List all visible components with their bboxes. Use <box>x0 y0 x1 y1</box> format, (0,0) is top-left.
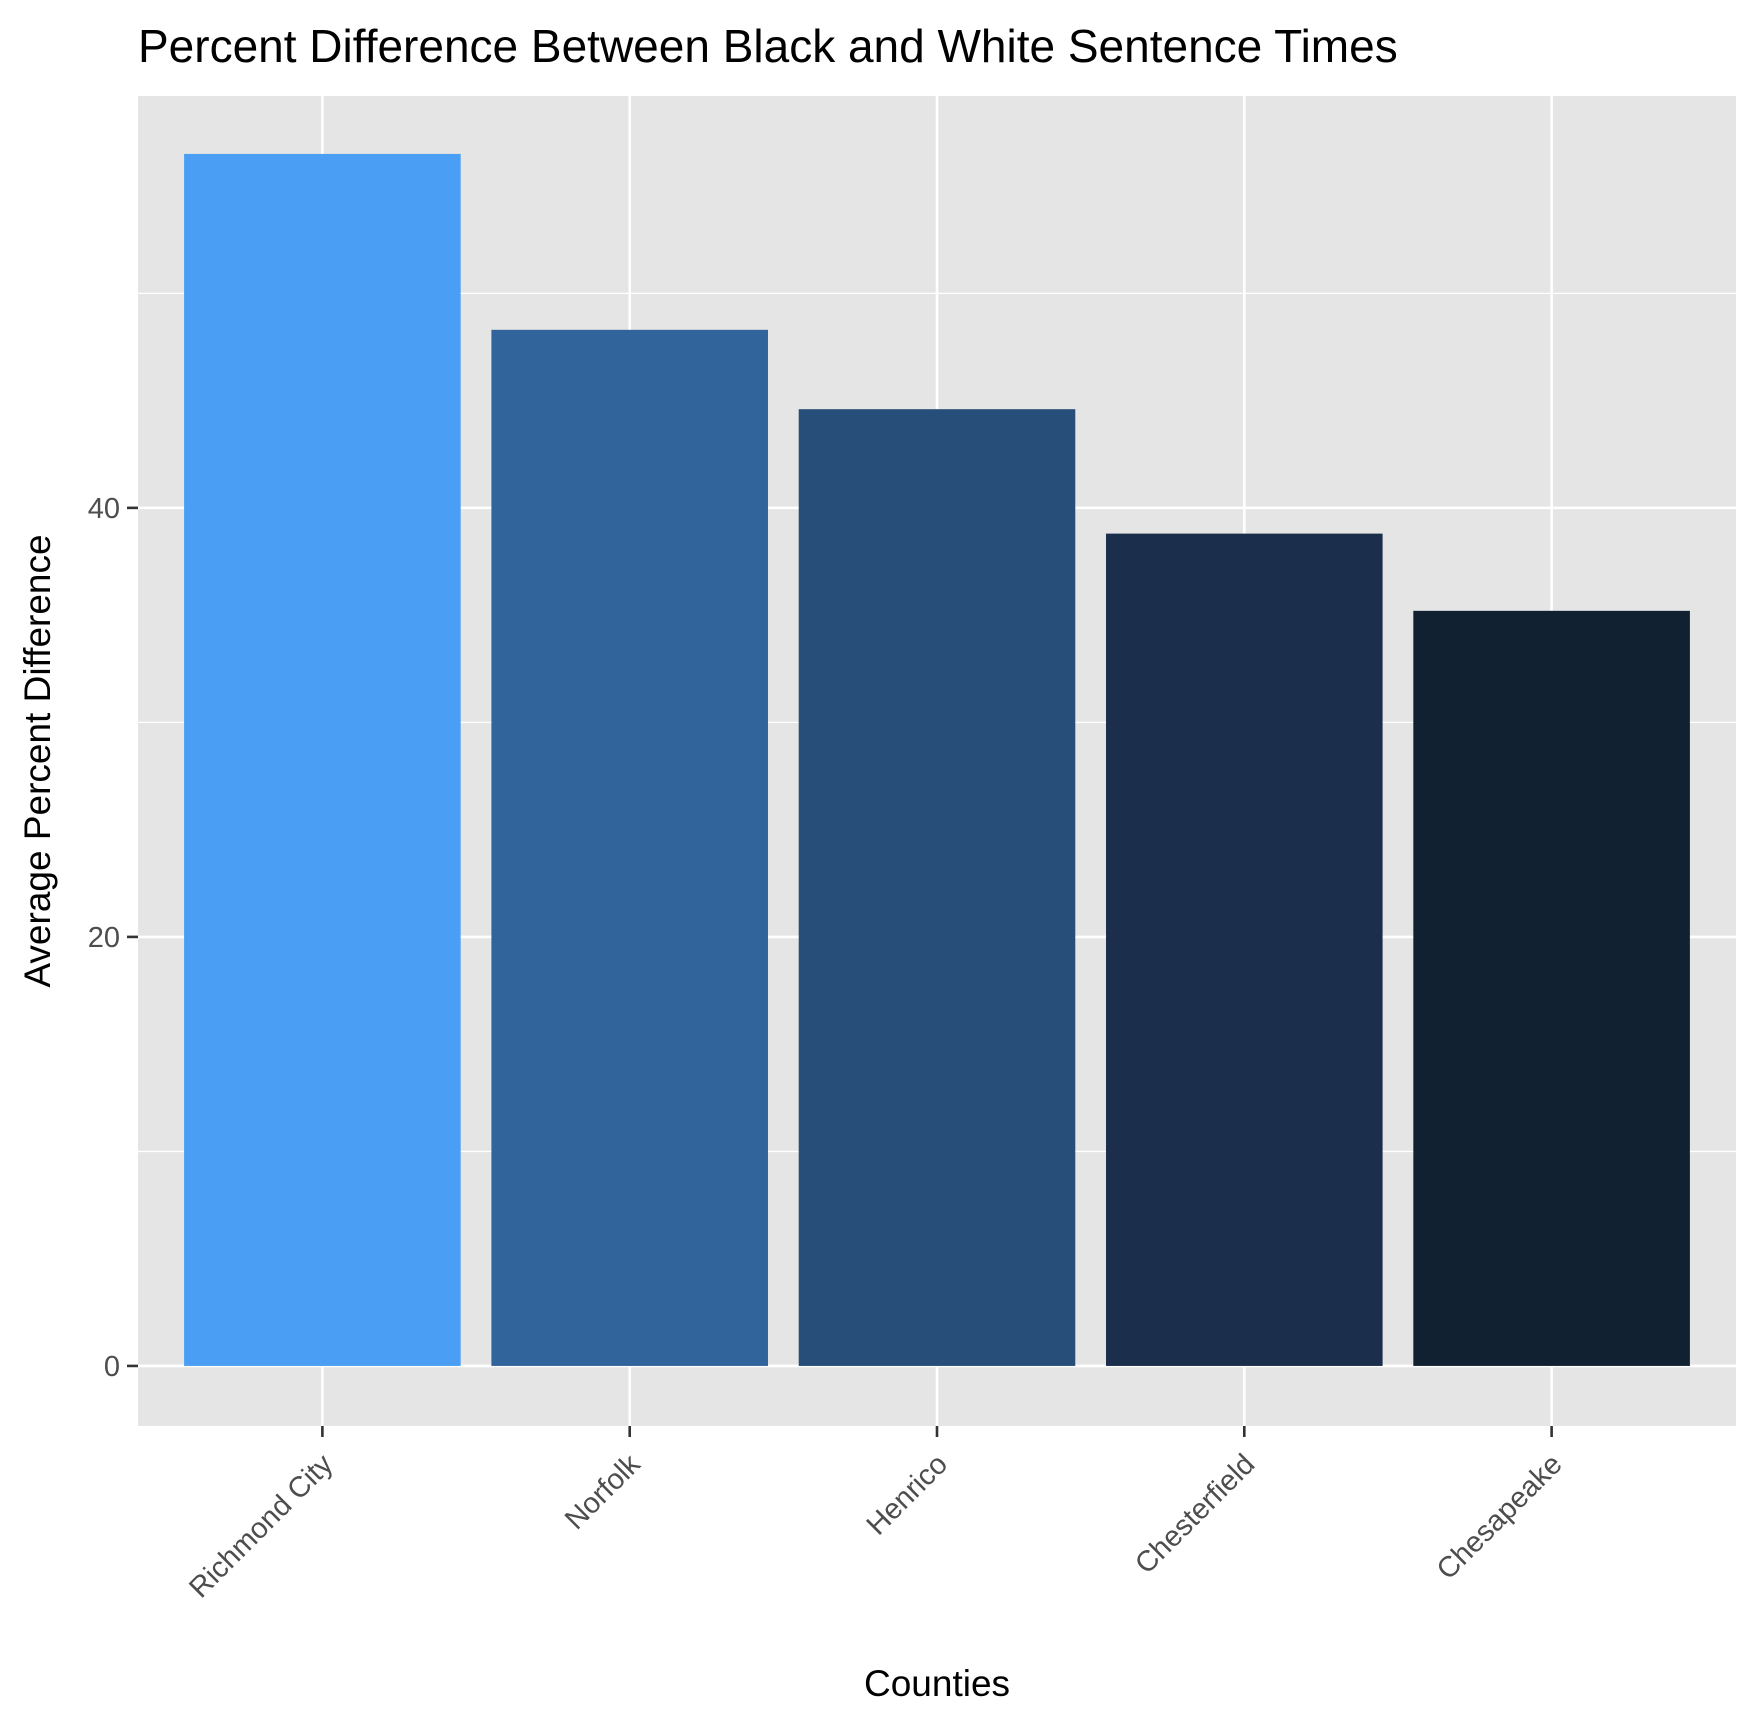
y-tick-label: 40 <box>88 493 120 525</box>
bars <box>184 153 1690 1366</box>
x-tick-label: Norfolk <box>559 1448 647 1536</box>
x-tick-label: Henrico <box>861 1448 954 1541</box>
bar-richmond-city <box>184 153 461 1366</box>
y-axis: 0 20 40 <box>88 493 138 1383</box>
x-tick-label: Chesapeake <box>1431 1448 1569 1586</box>
bar-henrico <box>798 409 1076 1366</box>
y-tick-label: 0 <box>104 1351 120 1383</box>
x-tick-label: Chesterfield <box>1129 1448 1261 1580</box>
bar-norfolk <box>491 329 768 1366</box>
bar-chesterfield <box>1106 533 1383 1366</box>
x-axis: Richmond City Norfolk Henrico Chesterfield C… <box>183 1426 1569 1604</box>
y-tick-label: 20 <box>88 922 120 954</box>
x-axis-title: Counties <box>864 1663 1010 1704</box>
x-tick-label: Richmond City <box>183 1448 339 1604</box>
y-axis-title: Average Percent Difference <box>17 534 58 987</box>
chart-title: Percent Difference Between Black and Whi… <box>138 20 1398 72</box>
bar-chesapeake <box>1413 610 1690 1366</box>
